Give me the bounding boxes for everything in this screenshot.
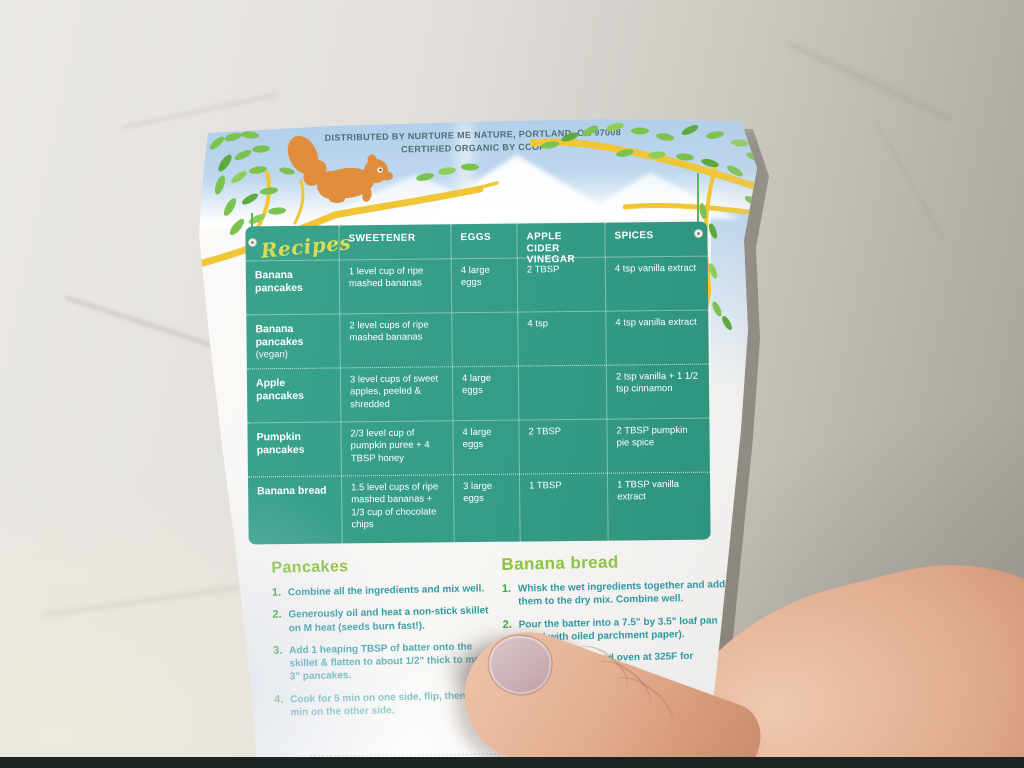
- marble-vein: [40, 586, 240, 617]
- cell-spices: 2 TBSP pumpkin pie spice: [606, 418, 710, 473]
- pancakes-title: Pancakes: [271, 558, 349, 577]
- row-label: Banana pancakes: [254, 268, 303, 294]
- row-label: Pumpkin pancakes: [256, 430, 305, 456]
- cell-vinegar: 2 TBSP: [516, 257, 606, 312]
- cell-sweetener: 3 level cups of sweet apples, peeled & s…: [339, 367, 453, 422]
- table-row: Banana pancakes 1 level cup of ripe mash…: [245, 255, 709, 315]
- cell-eggs: 3 large eggs: [452, 474, 520, 543]
- column-header-spices: SPICES: [604, 221, 708, 257]
- row-label: Banana bread: [257, 484, 327, 498]
- table-row: Banana pancakes (vegan) 2 level cups of r…: [246, 309, 709, 369]
- table-row: Banana bread 1.5 level cups of ripe mash…: [247, 471, 711, 545]
- row-label: Apple pancakes: [255, 377, 305, 402]
- cell-sweetener: 2 level cups of ripe mashed bananas: [339, 313, 452, 368]
- cell-spices: 4 tsp vanilla extract: [605, 310, 709, 365]
- column-header-vinegar: APPLE CIDER VINEGAR: [516, 222, 605, 265]
- photo-bottom-border: [0, 757, 1024, 768]
- table-title: Recipes: [259, 230, 353, 263]
- pancakes-section: Pancakes 1. Combine all the ingredients a…: [271, 555, 492, 729]
- table-row: Pumpkin pancakes 2/3 level cup of pumpki…: [247, 417, 710, 477]
- vegan-note: (vegan): [255, 349, 288, 361]
- brand-name: NURTURE ME NATURE: [407, 129, 514, 142]
- cell-vinegar: [517, 365, 607, 420]
- cell-vinegar: 4 tsp: [517, 311, 606, 366]
- table-row: Apple pancakes 3 level cups of sweet app…: [246, 363, 710, 423]
- banana-bread-title: Banana bread: [501, 552, 619, 574]
- list-item: 1. Whisk the wet ingredients together and…: [501, 579, 726, 608]
- cell-eggs: 4 large eggs: [450, 258, 518, 313]
- recipe-table: Recipes SWEETENER EGGS APPLE CIDER VINEG…: [245, 221, 711, 545]
- cell-eggs: 4 large eggs: [451, 366, 519, 421]
- grommet-left-icon: [248, 238, 257, 247]
- table-header-row: Recipes SWEETENER EGGS APPLE CIDER VINEG…: [245, 221, 708, 265]
- column-header-eggs: EGGS: [450, 223, 517, 259]
- cell-vinegar: 1 TBSP: [518, 473, 608, 542]
- cell-sweetener: 1 level cup of ripe mashed bananas: [338, 259, 452, 314]
- cell-spices: 4 tsp vanilla extract: [604, 256, 709, 311]
- row-label: Banana pancakes (vegan): [255, 322, 304, 361]
- grommet-right-icon: [694, 229, 703, 238]
- cell-sweetener: 1.5 level cups of ripe mashed bananas + …: [340, 475, 454, 544]
- cell-eggs: 4 large eggs: [452, 420, 519, 475]
- marble-vein: [121, 93, 279, 129]
- cell-spices: 2 tsp vanilla + 1 1/2 tsp cinnamon: [605, 364, 710, 419]
- marble-vein: [787, 42, 953, 121]
- cell-spices: 1 TBSP vanilla extract: [606, 472, 711, 541]
- cell-eggs: [451, 312, 518, 367]
- cell-vinegar: 2 TBSP: [518, 419, 607, 474]
- column-header-sweetener: SWEETENER: [338, 224, 451, 260]
- list-item: 2. Generously oil and heat a non-stick sk…: [272, 605, 489, 635]
- list-item: 4. Cook for 5 min on one side, flip, then…: [274, 690, 475, 719]
- cell-sweetener: 2/3 level cup of pumpkin puree + 4 TBSP …: [340, 421, 453, 476]
- list-item: 1. Combine all the ingredients and mix we…: [271, 583, 485, 599]
- marble-vein: [874, 119, 946, 243]
